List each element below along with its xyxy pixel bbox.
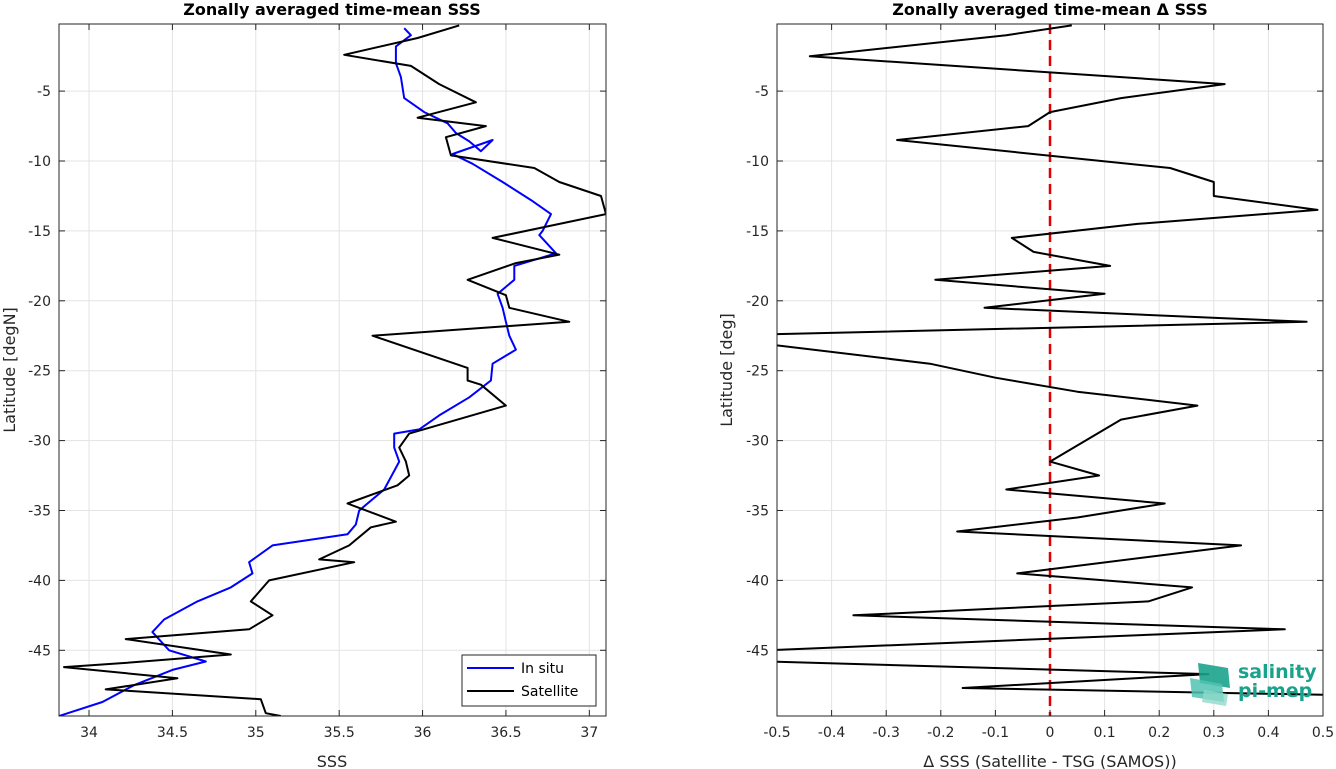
- right-y-tick-label: -30: [746, 434, 769, 450]
- left-y-tick-label: -25: [28, 364, 51, 380]
- left-y-tick-label: -10: [28, 154, 51, 170]
- right-y-tick-label: -10: [746, 154, 769, 170]
- left-plot-area: [59, 24, 606, 716]
- right-x-tick-label: 0.3: [1203, 725, 1225, 741]
- left-x-tick-label: 36.5: [490, 725, 521, 741]
- left-series-satellite-line: [63, 24, 606, 716]
- left-grid: [59, 24, 606, 716]
- right-y-tick-label: -45: [746, 643, 769, 659]
- left-y-tick-label: -15: [28, 224, 51, 240]
- left-y-tick-label: -45: [28, 643, 51, 659]
- right-x-axis-label: Δ SSS (Satellite - TSG (SAMOS)): [923, 752, 1176, 769]
- legend-satellite-label: Satellite: [521, 684, 578, 700]
- right-x-tick-label: 0.5: [1312, 725, 1334, 741]
- left-y-axis-label: Latitude [degN]: [0, 307, 19, 433]
- salinity-pi-mep-logo: salinity pi-mep: [1190, 661, 1317, 706]
- left-axes-box: [58, 23, 607, 717]
- right-y-tick-label: -5: [755, 84, 769, 100]
- right-x-tick-label: -0.4: [818, 725, 845, 741]
- left-x-tick-label: 34: [80, 725, 98, 741]
- right-y-tick-label: -40: [746, 573, 769, 589]
- left-y-tick-label: -30: [28, 434, 51, 450]
- right-axes: -0.5 -0.4 -0.3 -0.2 -0.1 0 0.1 0.2 0.3 0.4 0.5 -5 -1…: [717, 0, 1334, 769]
- logo-icon: [1190, 663, 1230, 706]
- left-y-tick-label: -20: [28, 294, 51, 310]
- left-series-in-situ-line: [59, 27, 557, 716]
- left-x-tick-label: 37: [580, 725, 598, 741]
- right-series-delta-sss-line: [777, 24, 1323, 696]
- logo-line-1: salinity: [1238, 661, 1317, 683]
- right-x-tick-label: -0.5: [763, 725, 790, 741]
- left-y-tick-label: -40: [28, 573, 51, 589]
- left-x-axis-label: SSS: [317, 752, 347, 769]
- legend-in-situ-label: In situ: [521, 661, 564, 677]
- right-chart-title: Zonally averaged time-mean Δ SSS: [892, 0, 1208, 19]
- right-y-tick-label: -15: [746, 224, 769, 240]
- right-x-tick-label: 0.2: [1148, 725, 1170, 741]
- right-x-tick-label: 0.1: [1093, 725, 1115, 741]
- left-axes: 34 34.5 35 35.5 36 36.5 37 -5 -10 -15 -20 -25 -30 -35…: [0, 0, 607, 769]
- right-x-tick-label: 0.4: [1257, 725, 1279, 741]
- left-x-tick-label: 34.5: [157, 725, 188, 741]
- right-x-tick-label: -0.1: [982, 725, 1009, 741]
- left-chart-title: Zonally averaged time-mean SSS: [183, 0, 481, 19]
- legend-box: [461, 654, 597, 707]
- right-y-tick-label: -35: [746, 503, 769, 519]
- left-series-group: [59, 24, 606, 716]
- right-x-tick-label: -0.3: [873, 725, 900, 741]
- right-y-tick-label: -25: [746, 364, 769, 380]
- right-x-tick-label: -0.2: [927, 725, 954, 741]
- right-x-tick-label: 0: [1046, 725, 1055, 741]
- logo-line-2: pi-mep: [1238, 680, 1312, 702]
- right-ticks: -0.5 -0.4 -0.3 -0.2 -0.1 0 0.1 0.2 0.3 0.4 0.5 -5 -1…: [746, 24, 1334, 741]
- left-y-tick-label: -35: [28, 503, 51, 519]
- right-y-tick-label: -20: [746, 294, 769, 310]
- left-x-tick-label: 35.5: [324, 725, 355, 741]
- left-ticks: 34 34.5 35 35.5 36 36.5 37 -5 -10 -15 -20 -25 -30 -35…: [28, 24, 606, 741]
- legend: In situ Satellite: [461, 654, 597, 707]
- left-y-tick-label: -5: [37, 84, 51, 100]
- right-y-axis-label: Latitude [deg]: [717, 313, 736, 427]
- left-x-tick-label: 36: [414, 725, 432, 741]
- left-x-tick-label: 35: [247, 725, 265, 741]
- right-series-group: [777, 24, 1323, 716]
